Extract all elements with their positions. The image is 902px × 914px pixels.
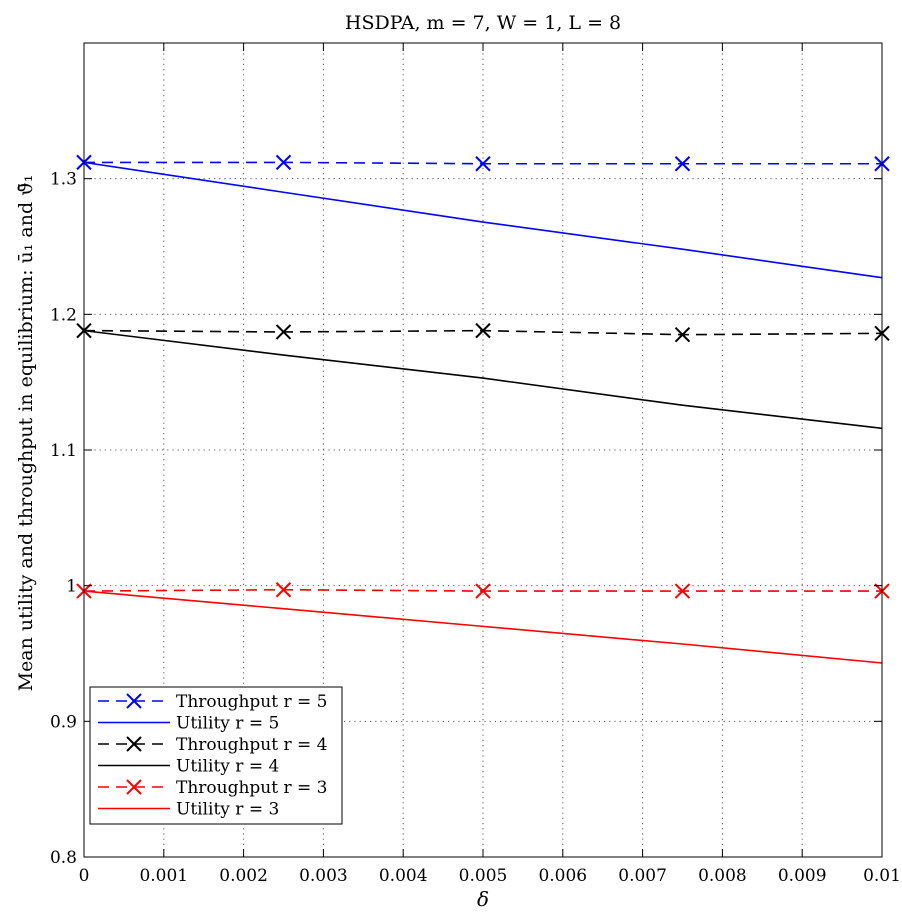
- x-tick-label: 0.009: [778, 866, 827, 886]
- x-tick-label: 0.008: [698, 866, 747, 886]
- x-tick-label: 0.005: [459, 866, 508, 886]
- y-tick-label: 0.8: [50, 848, 77, 868]
- y-axis-label: Mean utility and throughput in equilibri…: [15, 175, 37, 692]
- x-marker: [275, 154, 292, 171]
- x-marker: [475, 583, 491, 599]
- x-tick-label: 0.007: [618, 866, 667, 886]
- x-marker: [475, 322, 491, 339]
- x-tick-label: 0.002: [219, 866, 268, 886]
- x-marker: [126, 693, 142, 709]
- legend-label: Utility r = 4: [176, 757, 279, 777]
- axes: 0 0.001 0.002 0.003 0.004 0.005 0.006 0.007 0.00…: [50, 43, 901, 886]
- x-tick-label: 0.01: [863, 866, 901, 886]
- x-tick-label: 0: [79, 866, 90, 886]
- x-marker: [674, 583, 691, 599]
- y-tick-label: 1: [66, 577, 77, 597]
- x-tick-label: 0.001: [139, 866, 188, 886]
- series-line: [83, 590, 883, 664]
- x-marker: [674, 156, 691, 172]
- y-tick-label: 1.3: [50, 170, 77, 190]
- legend-label: Throughput r = 4: [176, 735, 328, 755]
- y-tick-label: 1.1: [50, 441, 77, 461]
- legend-label: Utility r = 5: [176, 714, 279, 734]
- y-tick-label: 0.9: [50, 712, 77, 732]
- grid: [84, 43, 882, 857]
- legend-label: Throughput r = 5: [176, 692, 328, 712]
- x-axis-label: δ: [477, 887, 489, 911]
- legend-box: [89, 686, 343, 825]
- x-marker: [275, 324, 292, 340]
- x-marker: [275, 582, 292, 598]
- x-tick-label: 0.003: [299, 866, 348, 886]
- legend-label: Throughput r = 3: [176, 778, 328, 798]
- x-marker: [475, 156, 491, 172]
- legend-label: Utility r = 3: [176, 800, 279, 820]
- x-tick-label: 0.006: [538, 866, 587, 886]
- x-marker: [674, 326, 691, 343]
- chart-title: HSDPA, m = 7, W = 1, L = 8: [345, 12, 621, 34]
- x-marker: [126, 736, 142, 752]
- series-line: [83, 329, 883, 430]
- plot-area: [76, 154, 890, 664]
- x-tick-label: 0.004: [379, 866, 428, 886]
- y-tick-label: 1.2: [50, 305, 77, 325]
- series-line: [83, 161, 883, 279]
- x-marker: [126, 779, 142, 795]
